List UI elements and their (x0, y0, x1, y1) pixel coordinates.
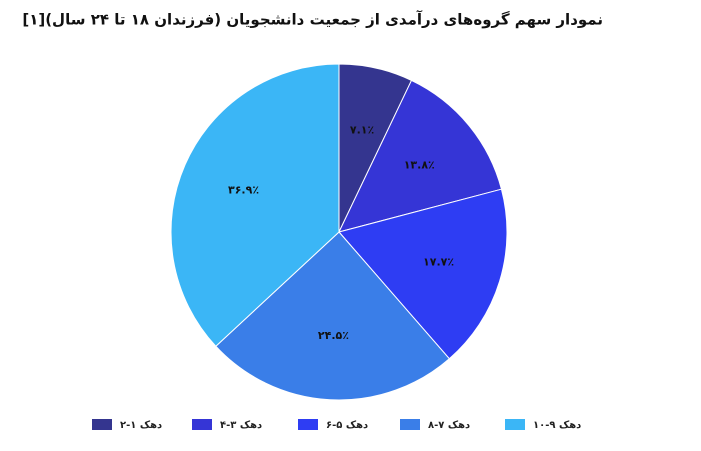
data-label: ۷.۱٪ (350, 123, 374, 136)
data-label: ۲۴.۵٪ (318, 329, 349, 342)
chart-title: نمودار سهم گروه‌های درآمدی از جمعیت دانش… (22, 11, 603, 29)
legend-label: دهک ۹-۱۰ (533, 420, 581, 431)
data-label: ۳۶.۹٪ (228, 183, 259, 196)
data-label: ۱۷.۷٪ (423, 256, 454, 269)
legend-swatch (298, 419, 318, 430)
pie-slice (170, 63, 340, 347)
legend-swatch (505, 419, 525, 430)
legend-swatch (92, 419, 112, 430)
pie-slice (338, 79, 503, 233)
legend-label: دهک ۱-۲ (120, 420, 162, 431)
data-label: ۱۳.۸٪ (404, 159, 435, 172)
legend-label: دهک ۳-۴ (220, 420, 262, 431)
legend-swatch (400, 419, 420, 430)
pie-slice (215, 231, 451, 401)
legend-label: دهک ۷-۸ (428, 420, 470, 431)
legend-swatch (192, 419, 212, 430)
pie-slice (338, 188, 508, 360)
legend-label: دهک ۵-۶ (326, 420, 368, 431)
